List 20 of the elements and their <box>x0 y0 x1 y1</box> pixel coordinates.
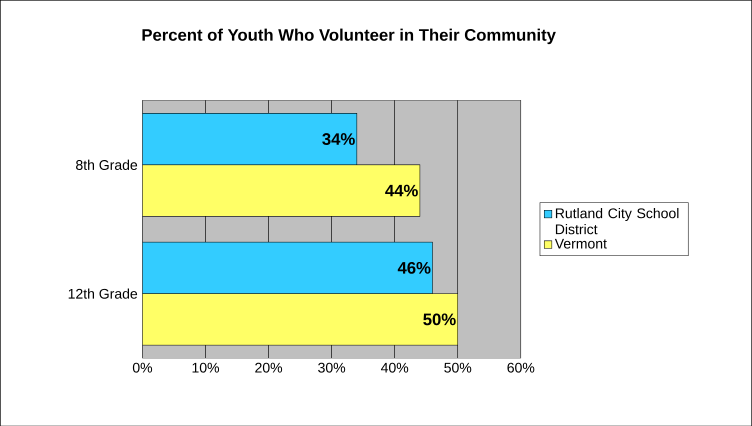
data-label: 44% <box>385 184 418 196</box>
x-tick-label: 0% <box>132 362 152 372</box>
x-tick-label: 60% <box>507 362 534 372</box>
bar <box>142 112 358 165</box>
bar <box>142 242 433 294</box>
legend-label: Rutland City School District <box>556 208 678 234</box>
y-tick-label: 12th Grade <box>68 288 138 299</box>
bar <box>142 164 420 216</box>
x-tick-label: 10% <box>192 362 220 372</box>
bar <box>142 293 458 346</box>
data-label: 34% <box>322 132 355 145</box>
data-label: 50% <box>423 313 456 326</box>
chart-title: Percent of Youth Who Volunteer in Their Community <box>142 28 556 44</box>
x-tick-label: 30% <box>318 362 346 372</box>
legend-label: Vermont <box>554 238 607 248</box>
data-label: 46% <box>398 262 430 274</box>
x-tick-label: 50% <box>444 362 472 372</box>
x-tick-label: 20% <box>255 362 282 372</box>
x-tick-label: 40% <box>380 362 408 372</box>
y-tick-label: 8th Grade <box>76 159 138 170</box>
